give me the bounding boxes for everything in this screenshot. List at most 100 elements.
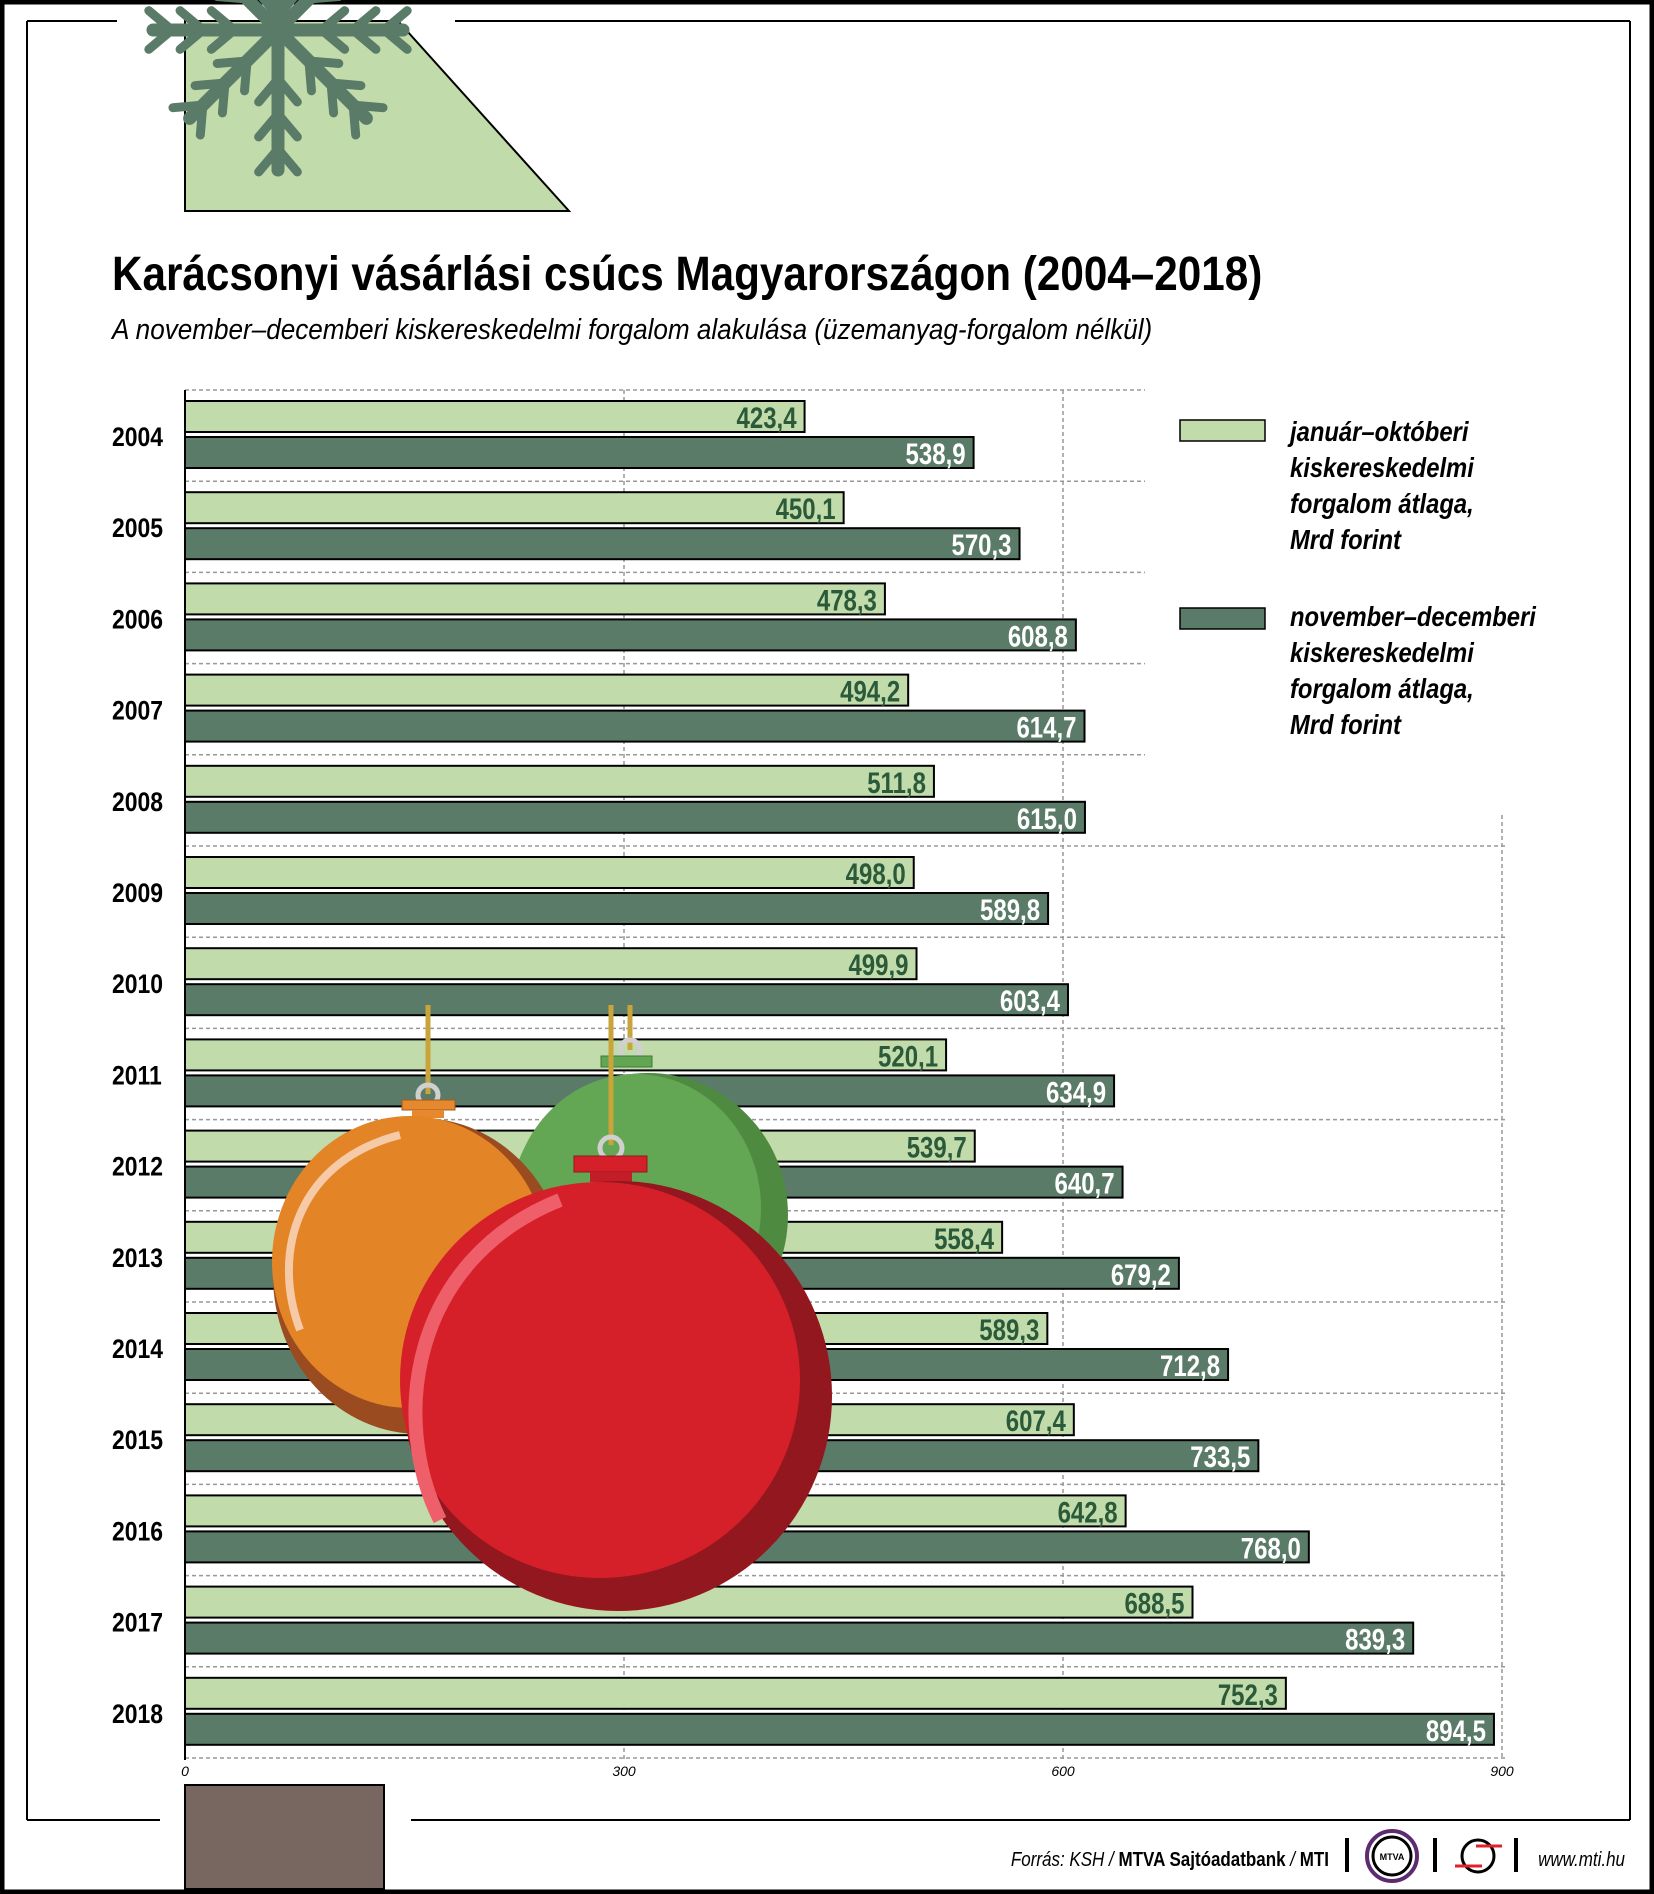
- x-tick-label: 900: [1490, 1763, 1514, 1779]
- value-label: 520,1: [878, 1039, 938, 1073]
- bar-nov-dec: [184, 436, 975, 469]
- value-label: 511,8: [867, 765, 926, 799]
- bar-jan-oct: [184, 491, 845, 525]
- value-label: 539,7: [907, 1130, 967, 1164]
- bar-jan-oct: [184, 1676, 1287, 1710]
- year-label: 2008: [112, 787, 163, 817]
- bar-jan-oct: [184, 582, 886, 616]
- legend-text: kiskereskedelmi: [1290, 451, 1475, 483]
- legend: január–októberi kiskereskedelmi forgalom á…: [1179, 415, 1537, 740]
- value-label: 614,7: [1016, 710, 1076, 744]
- legend-swatch-light: [1179, 419, 1266, 442]
- legend-text: január–októberi: [1287, 415, 1469, 447]
- bar-group: 2008 511,8 615,0: [112, 764, 1086, 835]
- bar-group: 2006 478,3 608,8: [112, 582, 1077, 653]
- value-label: 768,0: [1241, 1531, 1301, 1565]
- legend-entry-dark: november–decemberi kiskereskedelmi forgalo…: [1290, 600, 1537, 740]
- value-label: 494,2: [840, 674, 900, 708]
- value-label: 498,0: [846, 856, 906, 890]
- website-link[interactable]: www.mti.hu: [1538, 1848, 1625, 1871]
- ornaments-illustration: [272, 1005, 832, 1611]
- year-label: 2006: [112, 605, 163, 635]
- value-label: 615,0: [1017, 801, 1077, 835]
- legend-text: forgalom átlaga,: [1290, 672, 1474, 704]
- bar-nov-dec: [184, 892, 1050, 925]
- value-label: 733,5: [1190, 1440, 1250, 1474]
- value-label: 640,7: [1055, 1166, 1115, 1200]
- value-label: 642,8: [1058, 1495, 1118, 1529]
- value-label: 752,3: [1218, 1677, 1278, 1711]
- bar-group: 2009 498,0 589,8: [112, 856, 1050, 927]
- mtva-logo: MTVA: [1365, 1829, 1419, 1883]
- year-label: 2014: [112, 1334, 163, 1364]
- bar-nov-dec: [184, 800, 1086, 834]
- x-tick-label: 600: [1051, 1763, 1075, 1779]
- legend-entry-light: január–októberi kiskereskedelmi forgalom á…: [1287, 415, 1474, 555]
- value-label: 712,8: [1160, 1348, 1220, 1382]
- year-label: 2013: [112, 1243, 163, 1273]
- legend-text: forgalom átlaga,: [1290, 487, 1474, 519]
- value-label: 608,8: [1008, 619, 1068, 653]
- mti-logo-icon: [1455, 1838, 1502, 1874]
- year-label: 2015: [112, 1425, 163, 1455]
- bar-nov-dec: [184, 983, 1069, 1017]
- grid: [185, 389, 1508, 1760]
- value-label: 478,3: [817, 583, 877, 617]
- bar-group: 2004 423,4 538,9: [112, 400, 975, 471]
- bars: 2004 423,4 538,9 2005 450,1 570,3 2006 478,3 608…: [112, 400, 1495, 1747]
- year-label: 2005: [112, 513, 163, 543]
- year-label: 2004: [112, 422, 163, 452]
- bar-nov-dec: [184, 709, 1086, 743]
- bar-group: 2018 752,3 894,5: [112, 1676, 1495, 1747]
- bar-nov-dec: [184, 618, 1077, 652]
- value-label: 839,3: [1345, 1622, 1405, 1656]
- bar-jan-oct: [184, 1038, 948, 1072]
- year-label: 2009: [112, 878, 163, 908]
- bar-jan-oct: [184, 856, 915, 889]
- bar-group: 2010 499,9 603,4: [112, 947, 1069, 1018]
- source-credit: Forrás: KSH / MTVA Sajtóadatbank / MTI: [1011, 1848, 1329, 1871]
- source-bold-1: MTVA Sajtóadatbank: [1119, 1848, 1287, 1871]
- year-label: 2017: [112, 1608, 163, 1638]
- value-label: 423,4: [737, 400, 797, 434]
- bar-nov-dec: [184, 527, 1021, 561]
- bar-jan-oct: [184, 673, 910, 707]
- bar-nov-dec: [184, 1712, 1495, 1746]
- year-label: 2007: [112, 696, 163, 726]
- value-label: 570,3: [951, 528, 1011, 562]
- bar-group: 2005 450,1 570,3: [112, 491, 1021, 562]
- bar-jan-oct: [184, 947, 918, 981]
- legend-text: kiskereskedelmi: [1290, 636, 1475, 668]
- legend-swatch-dark: [1179, 607, 1266, 630]
- bar-jan-oct: [184, 764, 935, 798]
- year-label: 2012: [112, 1152, 163, 1182]
- value-label: 607,4: [1006, 1404, 1066, 1438]
- value-label: 450,1: [776, 492, 836, 526]
- source-sep: /: [1286, 1848, 1300, 1871]
- value-label: 589,3: [979, 1312, 1039, 1346]
- value-label: 688,5: [1124, 1586, 1184, 1620]
- snowflake-icon: [144, 0, 412, 177]
- value-label: 634,9: [1046, 1075, 1106, 1109]
- svg-text:MTVA: MTVA: [1380, 1852, 1405, 1862]
- x-tick-label: 300: [612, 1763, 636, 1779]
- source-bold-2: MTI: [1300, 1848, 1329, 1871]
- value-label: 558,4: [934, 1221, 994, 1255]
- inner-frame: [26, 20, 1631, 1821]
- value-label: 499,9: [848, 948, 908, 982]
- chart-subtitle: A november–decemberi kiskereskedelmi for…: [110, 313, 1152, 346]
- value-label: 589,8: [980, 892, 1040, 926]
- source-prefix: Forrás: KSH /: [1011, 1848, 1119, 1871]
- chart-title: Karácsonyi vásárlási csúcs Magyarországo…: [112, 246, 1262, 300]
- legend-text: Mrd forint: [1290, 708, 1402, 740]
- year-label: 2016: [112, 1517, 163, 1547]
- decorative-brown-block: [184, 1784, 385, 1890]
- value-label: 679,2: [1111, 1257, 1171, 1291]
- x-axis-ticks: 0 300 600 900: [181, 1763, 1514, 1779]
- footer: Forrás: KSH / MTVA Sajtóadatbank / MTI M…: [1011, 1829, 1625, 1883]
- year-label: 2018: [112, 1699, 163, 1729]
- bar-jan-oct: [184, 400, 806, 433]
